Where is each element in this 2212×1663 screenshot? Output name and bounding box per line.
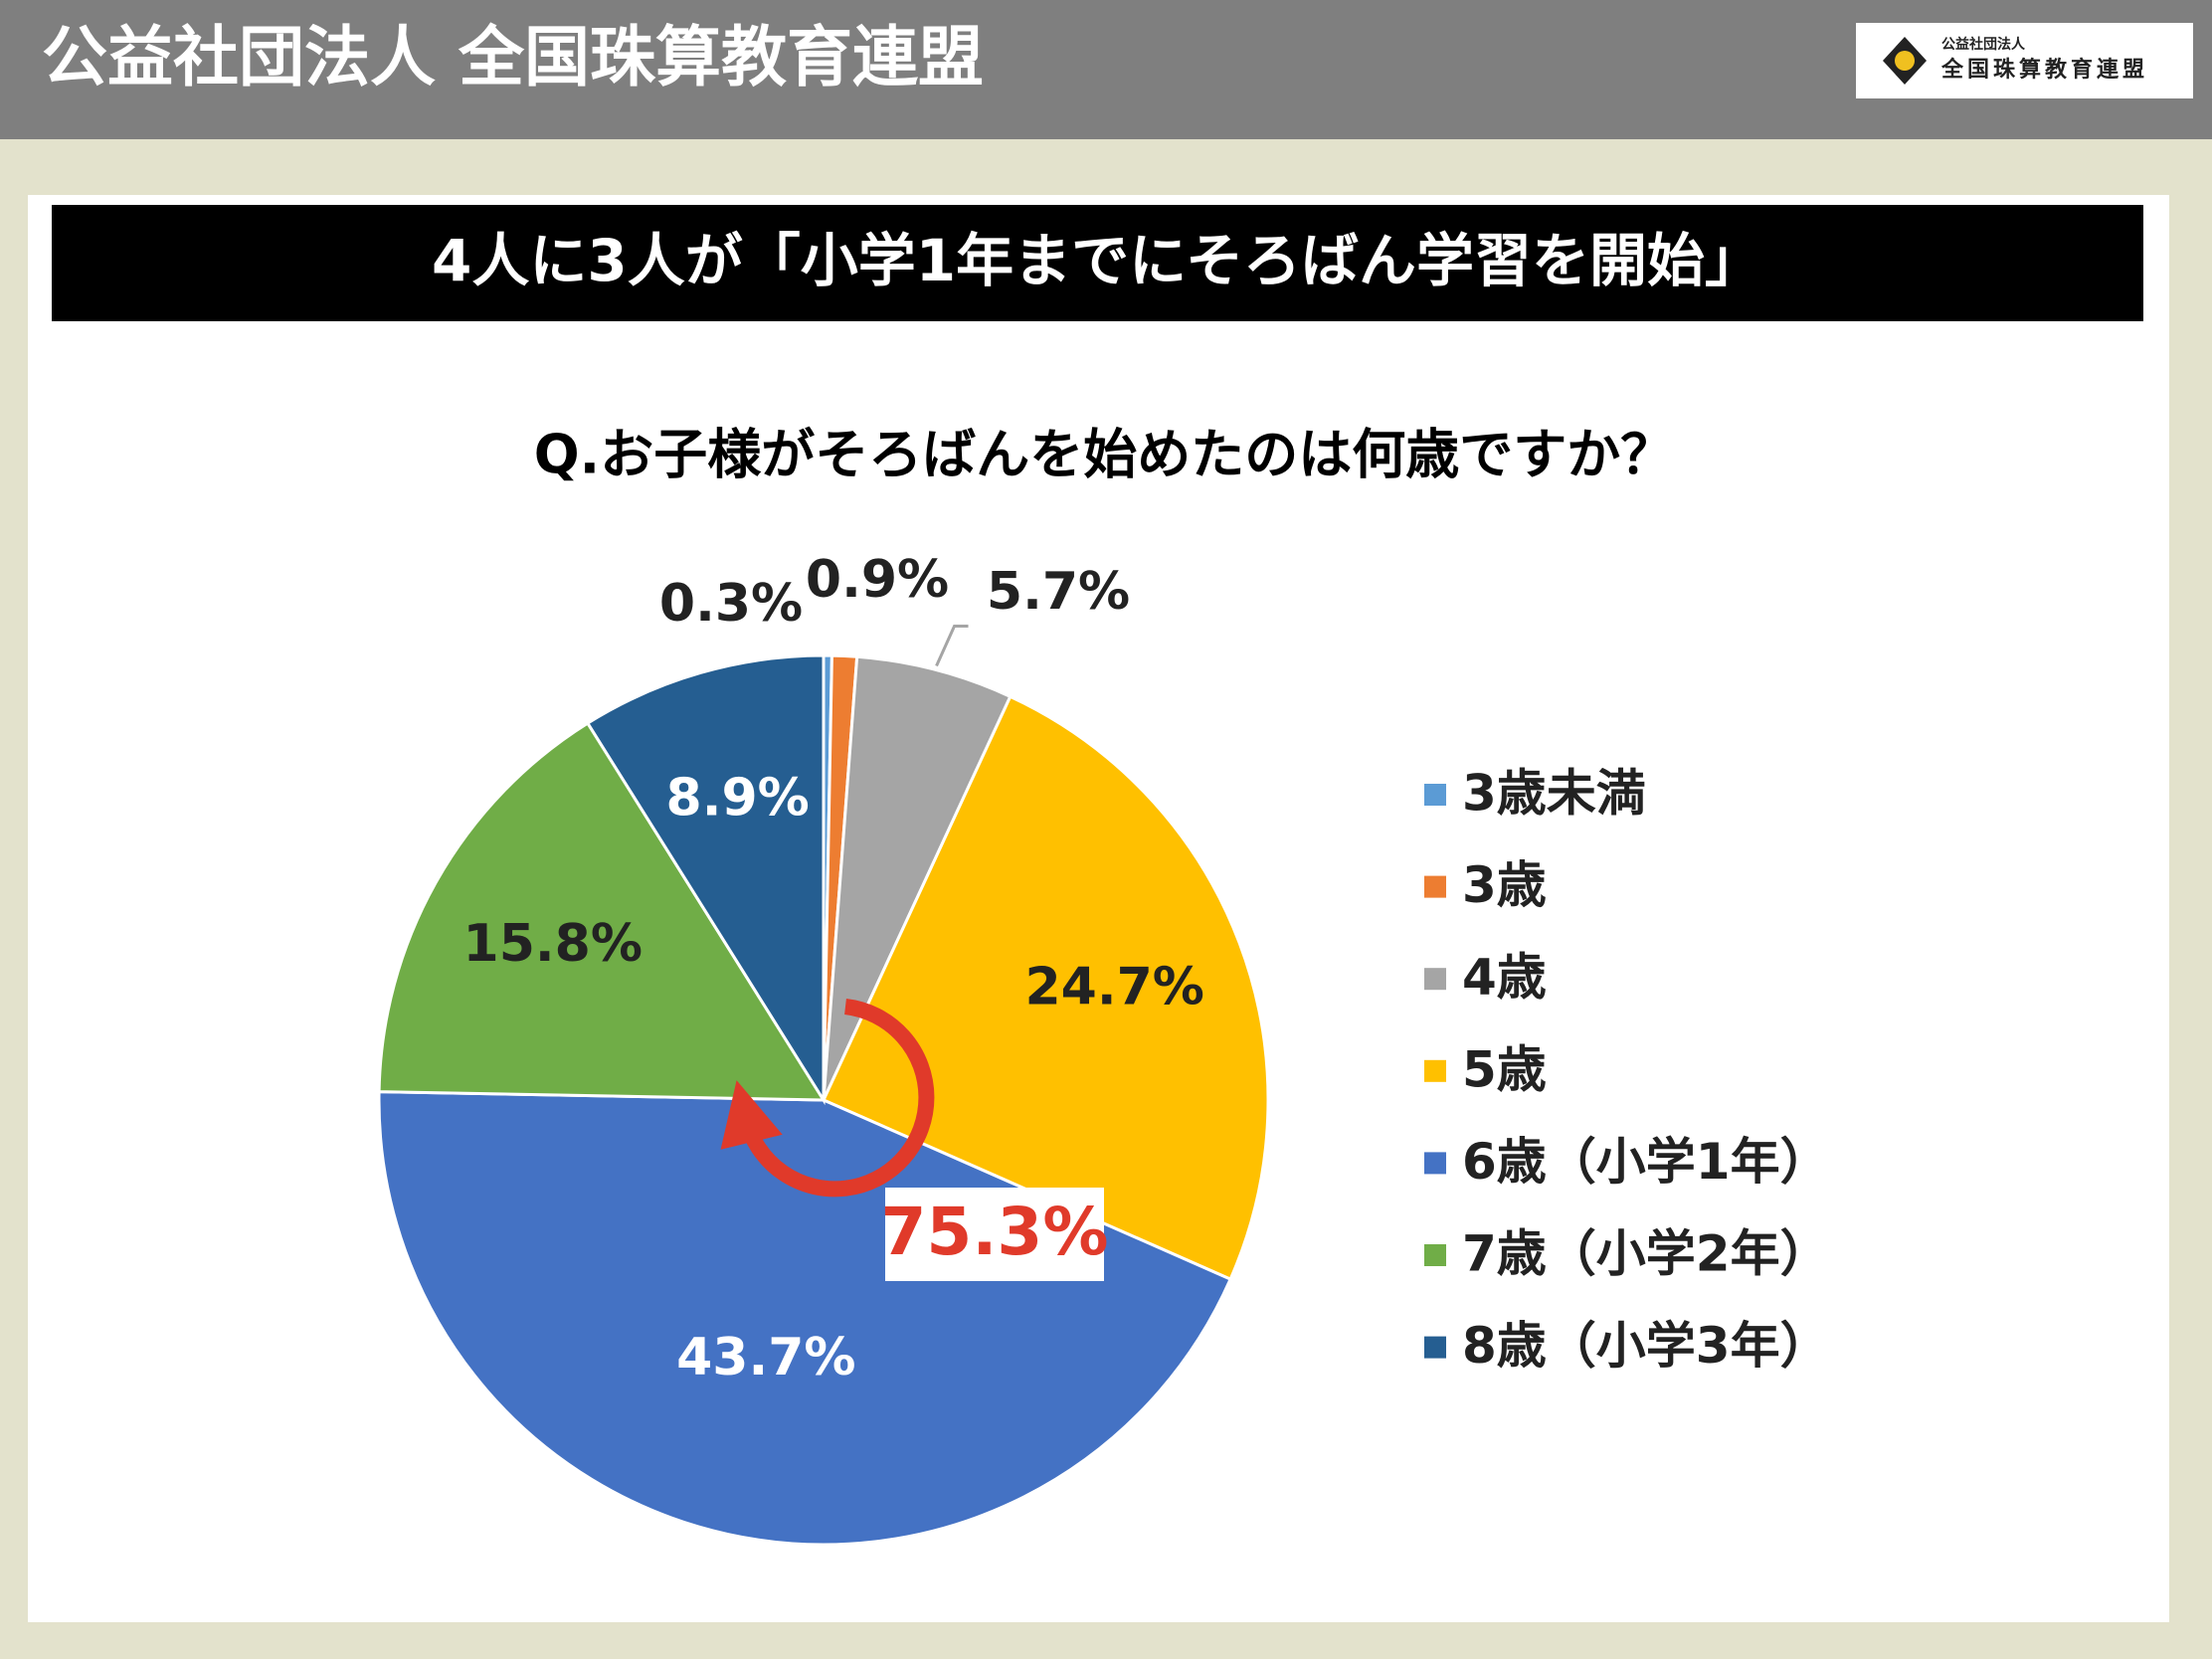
pie-slice bbox=[585, 653, 826, 1106]
banner-text: 4人に3人が「小学1年までにそろばん学習を開始」 bbox=[432, 227, 1762, 294]
pie-slice bbox=[377, 721, 827, 1102]
legend-swatch bbox=[1424, 968, 1446, 991]
legend-swatch bbox=[1424, 1059, 1446, 1082]
banner-bar bbox=[52, 205, 2143, 321]
logo-large: 全国珠算教育連盟 bbox=[1940, 57, 2148, 83]
data-label: 5.7% bbox=[987, 562, 1130, 622]
legend-label: 8歳（小学3年） bbox=[1462, 1317, 1830, 1375]
legend-swatch bbox=[1424, 875, 1446, 898]
header-title: 公益社団法人 全国珠算教育連盟 bbox=[42, 19, 984, 95]
data-label: 0.9% bbox=[806, 550, 949, 610]
annotation: 75.3% bbox=[881, 1194, 1109, 1270]
legend-swatch bbox=[1424, 784, 1446, 806]
data-label: 24.7% bbox=[1024, 957, 1203, 1016]
pie-slice bbox=[821, 694, 1270, 1282]
legend-label: 5歳 bbox=[1462, 1040, 1547, 1098]
pie-slice bbox=[822, 654, 1013, 1101]
legend-swatch bbox=[1424, 1336, 1446, 1359]
data-label: 8.9% bbox=[666, 768, 810, 828]
chart-title: Q.お子様がそろばんを始めたのは何歳ですか？ bbox=[534, 424, 1674, 486]
legend-label: 4歳 bbox=[1462, 949, 1547, 1007]
arrow bbox=[720, 999, 935, 1198]
legend-label: 7歳（小学2年） bbox=[1462, 1225, 1830, 1283]
legend-label: 3歳 bbox=[1462, 856, 1547, 914]
legend-swatch bbox=[1424, 1244, 1446, 1266]
logo-small: 公益社団法人 bbox=[1941, 36, 2026, 53]
annotation-box bbox=[885, 1188, 1104, 1281]
data-label: 15.8% bbox=[463, 914, 643, 974]
legend-swatch bbox=[1424, 1152, 1446, 1175]
header-bar bbox=[0, 0, 2212, 139]
leader-line bbox=[935, 625, 969, 667]
legend: 3歳未満 3歳 4歳 5歳 6歳（小学1年） 7歳（小学2年） 8歳（小学3年） bbox=[1424, 765, 1830, 1375]
data-label: 43.7% bbox=[676, 1328, 855, 1387]
legend-label: 3歳未満 bbox=[1462, 765, 1646, 823]
logo-mark-center bbox=[1895, 51, 1915, 71]
data-label: 0.3% bbox=[659, 574, 803, 634]
pie: 0.3% 0.9% 5.7% 24.7% 43.7% 15.8% 8.9% bbox=[377, 550, 1270, 1547]
legend-label: 6歳（小学1年） bbox=[1462, 1133, 1830, 1191]
